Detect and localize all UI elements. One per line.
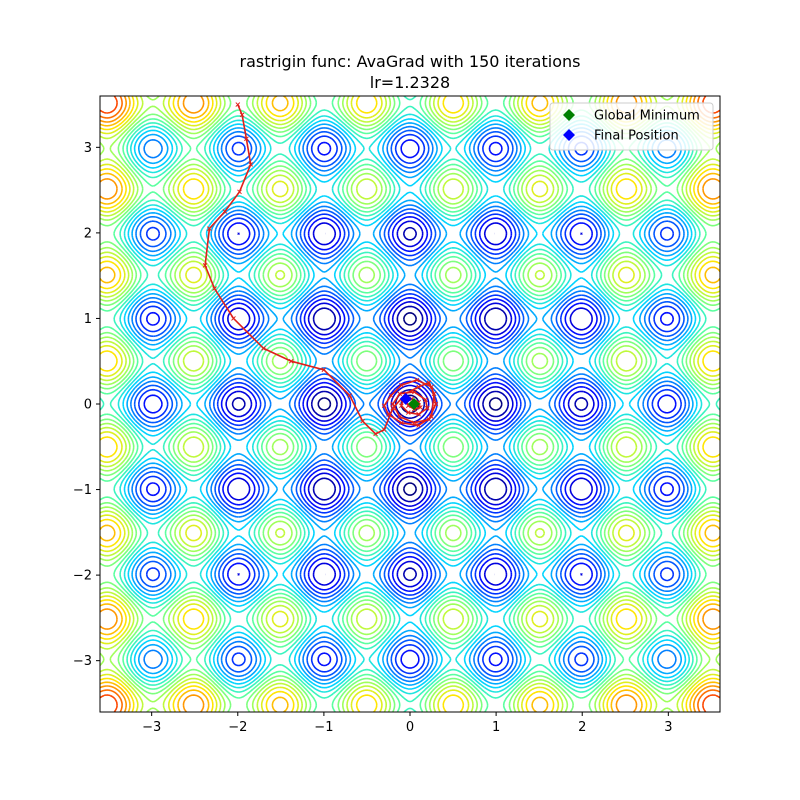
chart-title-line2: lr=1.2328 <box>370 73 450 92</box>
contour-level-9 <box>117 113 703 695</box>
legend-label-global-minimum: Global Minimum <box>594 109 700 124</box>
trajectory-point <box>411 420 417 426</box>
legend-label-final-position: Final Position <box>594 129 679 144</box>
trajectory-point <box>424 405 430 411</box>
trajectory-point <box>423 397 428 403</box>
trajectory-point <box>235 102 241 107</box>
trajectory-point <box>416 384 421 390</box>
chart-title-line1: rastrigin func: AvaGrad with 150 iterati… <box>240 52 581 71</box>
trajectory-point <box>239 112 245 118</box>
trajectory-point <box>373 431 378 437</box>
contour-level-7 <box>126 122 694 686</box>
trajectory-point <box>405 410 411 415</box>
trajectory-point <box>212 286 217 291</box>
trajectory-line <box>204 104 437 435</box>
x-tick-label: −1 <box>314 720 333 735</box>
y-tick-label: −2 <box>73 569 92 584</box>
x-tick-label: −3 <box>142 720 161 735</box>
contour-level-10 <box>100 96 720 712</box>
trajectory-point <box>388 393 394 398</box>
trajectory-point <box>321 367 327 373</box>
contour-level-5 <box>133 129 687 679</box>
trajectory-point <box>207 226 212 231</box>
trajectory-point <box>416 423 421 428</box>
trajectory-point <box>411 389 417 395</box>
marker-layer <box>399 392 420 410</box>
trajectory-point <box>414 377 420 383</box>
trajectory-point <box>431 391 437 397</box>
trajectory-point <box>347 393 353 398</box>
legend-box <box>549 102 714 151</box>
contour-level-14 <box>100 96 720 712</box>
contour-level-4 <box>138 133 682 675</box>
contour-level-11 <box>100 96 720 712</box>
trajectory-point <box>248 162 254 167</box>
trajectory-point <box>381 427 387 433</box>
trajectory-point <box>426 417 432 422</box>
contour-level-3 <box>143 139 677 669</box>
contour-level-1 <box>231 226 589 582</box>
trajectory-point <box>390 401 396 407</box>
y-tick-label: 3 <box>84 141 92 156</box>
legend: Global Minimum Final Position <box>549 102 714 151</box>
trajectory-point <box>288 358 294 364</box>
y-tick-label: −3 <box>73 654 92 669</box>
trajectory-point <box>360 418 365 424</box>
y-tick-label: −1 <box>73 483 92 498</box>
contour-level-8 <box>122 118 698 690</box>
x-tick-label: 3 <box>664 720 672 735</box>
x-axis: −3 −2 −1 0 1 2 3 <box>142 712 672 735</box>
legend-final-position-icon <box>563 129 575 141</box>
trajectory-point <box>231 316 236 321</box>
x-tick-label: 1 <box>492 720 500 735</box>
contour-level-15 <box>100 96 720 712</box>
trajectory-point <box>397 414 403 420</box>
trajectory-point <box>433 401 439 407</box>
y-axis: −3 −2 −1 0 1 2 3 <box>73 141 100 669</box>
trajectory-point <box>244 136 249 142</box>
trajectory-point <box>397 391 403 397</box>
contour-level-2 <box>225 220 595 588</box>
legend-global-minimum-icon <box>563 109 575 121</box>
trajectory-point <box>399 420 404 426</box>
y-tick-label: 1 <box>84 312 92 327</box>
trajectory-point <box>261 346 266 351</box>
trajectory-point <box>381 403 387 409</box>
x-tick-label: 0 <box>406 720 414 735</box>
trajectory-point <box>390 405 396 411</box>
trajectory-point <box>202 263 208 268</box>
x-tick-label: 2 <box>578 720 586 735</box>
contour-level-6 <box>130 125 690 683</box>
trajectory-point <box>222 209 228 214</box>
trajectory-point <box>417 405 423 410</box>
trajectory-point <box>386 411 391 417</box>
trajectory-point <box>426 380 432 385</box>
x-tick-label: −2 <box>228 720 247 735</box>
contour-level-17 <box>100 96 720 712</box>
trajectory-point <box>416 411 421 417</box>
trajectory-point <box>429 384 434 390</box>
global-minimum-marker <box>408 398 420 410</box>
trajectory-point <box>399 382 404 388</box>
trajectory-point <box>237 189 242 195</box>
y-tick-label: 0 <box>84 398 92 413</box>
y-tick-label: 2 <box>84 226 92 241</box>
trajectory-point <box>399 403 404 409</box>
trajectory-layer <box>202 102 439 437</box>
final-position-marker <box>399 392 412 405</box>
